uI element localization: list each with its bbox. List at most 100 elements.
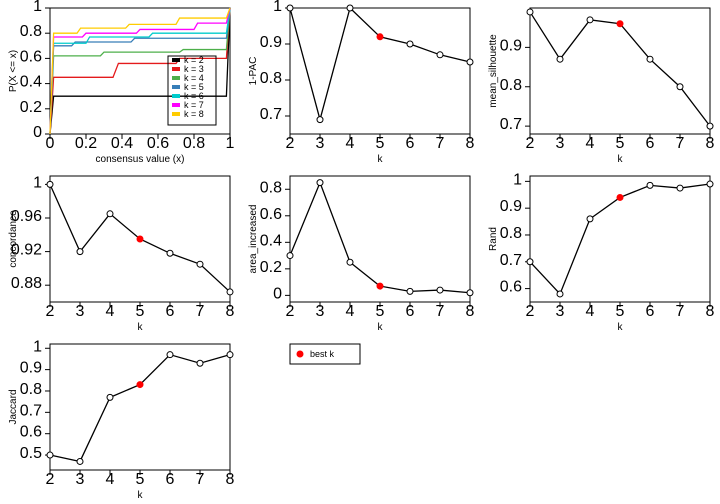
svg-text:consensus value (x): consensus value (x): [96, 154, 185, 165]
svg-text:1: 1: [226, 135, 235, 152]
svg-text:5: 5: [616, 135, 625, 152]
svg-text:Rand: Rand: [488, 227, 499, 251]
svg-text:0.8: 0.8: [500, 225, 522, 242]
svg-text:0.9: 0.9: [500, 37, 522, 54]
svg-text:0.8: 0.8: [20, 23, 42, 40]
svg-text:0.2: 0.2: [20, 99, 42, 116]
svg-text:4: 4: [586, 135, 595, 152]
svg-text:0.6: 0.6: [20, 48, 42, 65]
svg-text:0.7: 0.7: [500, 116, 522, 133]
svg-text:0.8: 0.8: [260, 179, 282, 196]
svg-text:5: 5: [376, 303, 385, 320]
svg-text:8: 8: [706, 303, 715, 320]
panel-legend-bestk: best k: [240, 336, 480, 504]
svg-text:7: 7: [436, 135, 445, 152]
panel-concordance: 23456780.880.920.961kconcordance: [0, 168, 240, 336]
svg-text:2: 2: [286, 303, 295, 320]
svg-text:0.4: 0.4: [260, 232, 282, 249]
svg-text:3: 3: [76, 303, 85, 320]
svg-text:0: 0: [33, 124, 42, 141]
svg-text:0.88: 0.88: [11, 275, 42, 292]
svg-text:P(X <= x): P(X <= x): [8, 50, 19, 92]
svg-text:k: k: [138, 490, 144, 501]
svg-text:3: 3: [556, 303, 565, 320]
svg-text:best k: best k: [310, 349, 335, 359]
panel-1pac: 23456780.70.80.91k1-PAC: [240, 0, 480, 168]
svg-text:k: k: [618, 154, 624, 165]
svg-text:5: 5: [136, 303, 145, 320]
svg-text:0: 0: [273, 285, 282, 302]
svg-text:8: 8: [706, 135, 715, 152]
svg-text:6: 6: [166, 303, 175, 320]
svg-text:5: 5: [136, 471, 145, 488]
svg-text:k: k: [378, 154, 384, 165]
svg-text:0.7: 0.7: [500, 252, 522, 269]
svg-text:1: 1: [33, 0, 42, 15]
svg-text:5: 5: [616, 303, 625, 320]
panel-rand: 23456780.60.70.80.91kRand: [480, 168, 720, 336]
svg-text:0.4: 0.4: [111, 135, 133, 152]
svg-text:1: 1: [33, 174, 42, 191]
svg-text:0.5: 0.5: [20, 445, 42, 462]
svg-text:4: 4: [346, 135, 355, 152]
svg-text:8: 8: [466, 303, 475, 320]
svg-text:6: 6: [646, 303, 655, 320]
svg-text:0.2: 0.2: [75, 135, 97, 152]
svg-text:0.4: 0.4: [20, 74, 42, 91]
svg-text:0.9: 0.9: [20, 360, 42, 377]
svg-text:0.6: 0.6: [147, 135, 169, 152]
svg-text:0.8: 0.8: [183, 135, 205, 152]
panel-area-increased: 2 3 4 5 6 7 8 0 0.2 0.4 0.6 0.8 k area_increased: [240, 168, 480, 336]
svg-text:2: 2: [526, 303, 535, 320]
svg-text:2: 2: [46, 303, 55, 320]
svg-text:4: 4: [106, 303, 115, 320]
svg-text:0.8: 0.8: [20, 381, 42, 398]
panel-jaccard: 23456780.50.60.70.80.91kJaccard: [0, 336, 240, 504]
svg-text:1: 1: [273, 0, 282, 15]
svg-text:4: 4: [106, 471, 115, 488]
svg-text:2: 2: [46, 471, 55, 488]
svg-text:1: 1: [513, 171, 522, 188]
panel-empty: [480, 336, 720, 504]
svg-text:k: k: [618, 322, 624, 333]
svg-text:k: k: [378, 322, 384, 333]
svg-text:1: 1: [33, 338, 42, 355]
panel-ecdf: 0 0.2 0.4 0.6 0.8 1 0 0.2 0.4 0.6 0.8 1 consensus va…: [0, 0, 240, 168]
svg-text:3: 3: [556, 135, 565, 152]
svg-text:3: 3: [316, 135, 325, 152]
svg-text:0.9: 0.9: [500, 198, 522, 215]
svg-text:0.6: 0.6: [260, 206, 282, 223]
svg-text:0.7: 0.7: [20, 402, 42, 419]
svg-text:mean_silhouette: mean_silhouette: [488, 34, 499, 108]
svg-text:0.9: 0.9: [260, 34, 282, 51]
svg-text:6: 6: [166, 471, 175, 488]
svg-text:8: 8: [226, 303, 235, 320]
panel-silhouette: 23456780.70.80.9kmean_silhouette: [480, 0, 720, 168]
svg-text:7: 7: [436, 303, 445, 320]
svg-text:k = 8: k = 8: [184, 109, 204, 119]
svg-text:0: 0: [46, 135, 55, 152]
svg-text:6: 6: [406, 135, 415, 152]
svg-text:2: 2: [526, 135, 535, 152]
svg-text:1-PAC: 1-PAC: [248, 57, 259, 86]
svg-text:0.2: 0.2: [260, 259, 282, 276]
svg-text:6: 6: [406, 303, 415, 320]
svg-text:8: 8: [466, 135, 475, 152]
svg-text:8: 8: [226, 471, 235, 488]
svg-text:3: 3: [76, 471, 85, 488]
svg-text:2: 2: [286, 135, 295, 152]
svg-text:0.6: 0.6: [20, 424, 42, 441]
svg-text:3: 3: [316, 303, 325, 320]
svg-text:0.6: 0.6: [500, 279, 522, 296]
svg-text:area_increased: area_increased: [248, 205, 259, 274]
svg-text:0.8: 0.8: [260, 70, 282, 87]
svg-text:concordance: concordance: [8, 210, 19, 268]
svg-text:7: 7: [676, 303, 685, 320]
svg-text:0.8: 0.8: [500, 77, 522, 94]
svg-text:7: 7: [196, 471, 205, 488]
svg-text:7: 7: [196, 303, 205, 320]
chart-grid: 0 0.2 0.4 0.6 0.8 1 0 0.2 0.4 0.6 0.8 1 consensus va…: [0, 0, 720, 504]
svg-text:4: 4: [346, 303, 355, 320]
svg-text:7: 7: [676, 135, 685, 152]
svg-text:5: 5: [376, 135, 385, 152]
